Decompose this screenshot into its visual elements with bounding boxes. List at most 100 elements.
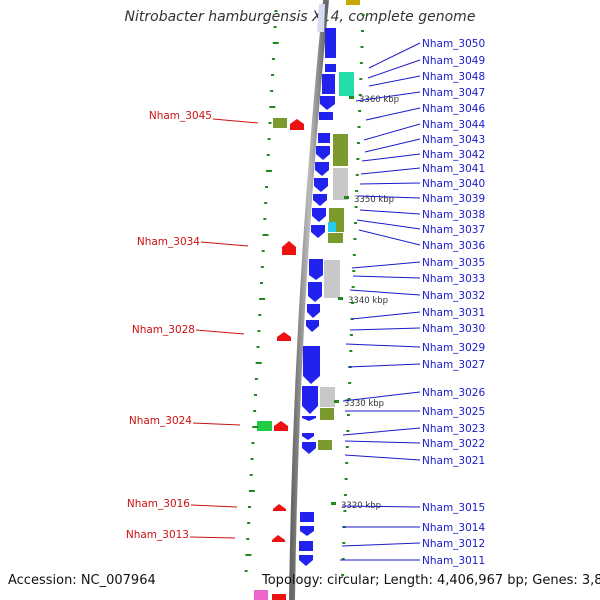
tick-mark	[271, 74, 275, 76]
tick-mark	[268, 122, 272, 124]
gene-label-nham_3043[interactable]: Nham_3043	[422, 134, 485, 146]
gene-label-nham_3042[interactable]: Nham_3042	[422, 149, 485, 161]
gene-label-nham_3046[interactable]: Nham_3046	[422, 103, 485, 115]
gene-label-nham_3040[interactable]: Nham_3040	[422, 178, 485, 190]
forward-gene[interactable]	[302, 416, 316, 421]
cog-block-red[interactable]	[272, 594, 286, 600]
accession-text: Accession: NC_007964	[8, 573, 156, 588]
forward-gene[interactable]	[320, 96, 335, 110]
scale-tick	[338, 297, 343, 300]
gene-label-nham_3048[interactable]: Nham_3048	[422, 71, 485, 83]
reverse-gene[interactable]	[274, 421, 288, 431]
gene-label-nham_3015[interactable]: Nham_3015	[422, 502, 485, 514]
scale-tick	[331, 502, 336, 505]
tick-mark	[270, 90, 274, 92]
gene-label-nham_3031[interactable]: Nham_3031	[422, 307, 485, 319]
label-leader-line	[341, 505, 421, 508]
forward-gene[interactable]	[319, 112, 333, 120]
cog-block-green[interactable]	[320, 408, 334, 420]
cog-block-green[interactable]	[328, 233, 343, 243]
forward-gene[interactable]	[315, 162, 329, 176]
forward-gene[interactable]	[325, 28, 336, 58]
forward-gene[interactable]	[311, 225, 325, 238]
cog-block-pink[interactable]	[254, 590, 268, 600]
cog-block-green[interactable]	[336, 222, 344, 232]
forward-gene[interactable]	[308, 282, 322, 302]
gene-label-nham_3028[interactable]: Nham_3028	[132, 324, 195, 336]
gene-label-nham_3041[interactable]: Nham_3041	[422, 163, 485, 175]
reverse-gene[interactable]	[273, 504, 286, 511]
forward-gene[interactable]	[302, 442, 316, 454]
gene-label-nham_3016[interactable]: Nham_3016	[127, 498, 190, 510]
gene-label-nham_3013[interactable]: Nham_3013	[126, 529, 189, 541]
tick-mark	[272, 42, 279, 44]
forward-gene[interactable]	[325, 64, 336, 72]
gene-label-nham_3027[interactable]: Nham_3027	[422, 359, 485, 371]
tick-mark	[253, 410, 257, 412]
scale-tick	[344, 196, 349, 199]
forward-gene[interactable]	[303, 346, 320, 384]
gene-label-nham_3024[interactable]: Nham_3024	[129, 415, 192, 427]
gene-label-nham_3039[interactable]: Nham_3039	[422, 193, 485, 205]
gene-label-nham_3034[interactable]: Nham_3034	[137, 236, 200, 248]
gene-label-nham_3050[interactable]: Nham_3050	[422, 38, 485, 50]
forward-gene[interactable]	[302, 386, 318, 414]
cog-block-green[interactable]	[257, 421, 272, 431]
gene-label-nham_3021[interactable]: Nham_3021	[422, 455, 485, 467]
forward-gene[interactable]	[306, 320, 319, 332]
tick-mark	[256, 346, 260, 348]
label-leader-line	[356, 219, 421, 230]
cog-block-green[interactable]	[333, 134, 348, 166]
forward-gene[interactable]	[309, 259, 323, 280]
forward-gene[interactable]	[318, 133, 330, 143]
gene-label-nham_3022[interactable]: Nham_3022	[422, 438, 485, 450]
gene-label-nham_3026[interactable]: Nham_3026	[422, 387, 485, 399]
gene-label-nham_3047[interactable]: Nham_3047	[422, 87, 485, 99]
gene-label-nham_3030[interactable]: Nham_3030	[422, 323, 485, 335]
forward-gene[interactable]	[300, 512, 314, 522]
cog-block-gray[interactable]	[324, 260, 340, 298]
tick-mark	[254, 378, 258, 380]
forward-gene[interactable]	[299, 555, 313, 566]
gene-label-nham_3044[interactable]: Nham_3044	[422, 119, 485, 131]
gene-label-nham_3036[interactable]: Nham_3036	[422, 240, 485, 252]
cog-block-gray[interactable]	[333, 168, 348, 200]
gene-label-nham_3023[interactable]: Nham_3023	[422, 423, 485, 435]
tick-mark	[351, 302, 355, 304]
gene-label-nham_3049[interactable]: Nham_3049	[422, 55, 485, 67]
cog-block-green[interactable]	[329, 208, 344, 222]
gene-label-nham_3033[interactable]: Nham_3033	[422, 273, 485, 285]
forward-gene[interactable]	[314, 178, 328, 192]
cog-block-green[interactable]	[318, 440, 332, 450]
forward-gene[interactable]	[316, 146, 330, 160]
cog-block-cyan[interactable]	[328, 222, 336, 232]
cog-block-yellow[interactable]	[346, 0, 360, 5]
gene-label-nham_3037[interactable]: Nham_3037	[422, 224, 485, 236]
reverse-gene[interactable]	[282, 241, 296, 255]
forward-gene[interactable]	[322, 74, 335, 94]
tick-mark	[350, 318, 354, 320]
gene-label-nham_3029[interactable]: Nham_3029	[422, 342, 485, 354]
forward-gene[interactable]	[313, 194, 327, 206]
gene-label-nham_3012[interactable]: Nham_3012	[422, 538, 485, 550]
forward-gene[interactable]	[302, 433, 314, 440]
cog-block-green[interactable]	[273, 118, 287, 128]
cog-block-teal[interactable]	[339, 72, 354, 96]
forward-gene[interactable]	[300, 526, 314, 536]
gene-label-nham_3014[interactable]: Nham_3014	[422, 522, 485, 534]
forward-gene[interactable]	[307, 304, 320, 318]
reverse-gene[interactable]	[277, 332, 291, 341]
tick-mark	[246, 538, 250, 540]
gene-label-nham_3011[interactable]: Nham_3011	[422, 555, 485, 567]
gene-label-nham_3045[interactable]: Nham_3045	[149, 110, 212, 122]
gene-label-nham_3038[interactable]: Nham_3038	[422, 209, 485, 221]
gene-label-nham_3032[interactable]: Nham_3032	[422, 290, 485, 302]
gene-label-nham_3035[interactable]: Nham_3035	[422, 257, 485, 269]
forward-gene[interactable]	[312, 208, 326, 222]
forward-gene[interactable]	[299, 541, 313, 551]
reverse-gene[interactable]	[272, 535, 285, 542]
reverse-gene[interactable]	[290, 119, 304, 130]
tick-mark	[343, 510, 347, 512]
cog-block-gray[interactable]	[320, 387, 335, 407]
gene-label-nham_3025[interactable]: Nham_3025	[422, 406, 485, 418]
